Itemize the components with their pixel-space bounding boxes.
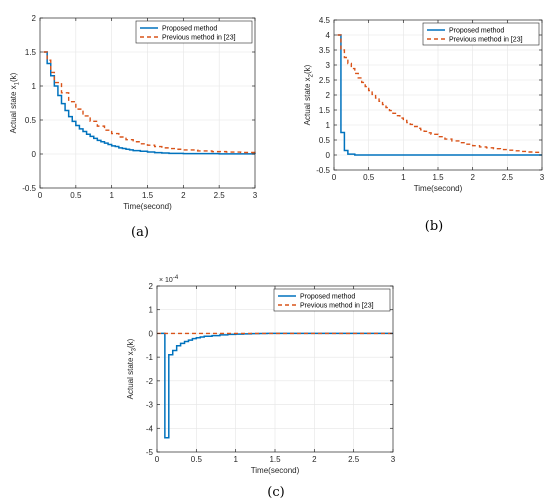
y-tick-label: -0.5 [316, 166, 330, 175]
panel-label: (a) [131, 225, 149, 240]
legend-box [273, 288, 391, 312]
y-tick-label: 2 [32, 14, 37, 23]
series-line-proposed [337, 34, 542, 156]
x-tick-label: 0.5 [191, 455, 203, 464]
series-line-proposed [43, 51, 256, 155]
x-tick-label: 3 [253, 191, 258, 200]
legend-box [135, 20, 253, 44]
legend: Proposed method Previous method in [23] [422, 22, 540, 46]
x-tick-label: 2 [312, 455, 317, 464]
legend-entry: Proposed method [449, 28, 504, 35]
x-tick-label: 3 [391, 455, 396, 464]
y-axis-label: Actual state x3(k) [126, 338, 138, 399]
y-tick-label: 0 [149, 329, 154, 338]
y-tick-label: 2 [149, 282, 154, 291]
x-tick-label: 1.5 [269, 455, 281, 464]
y-tick-label: 4 [326, 31, 331, 40]
y-axis-label-main: Actual state x [126, 351, 135, 399]
y-tick-label: 2 [326, 91, 331, 100]
legend-box [422, 22, 540, 46]
y-multiplier-exponent: -4 [173, 275, 179, 281]
legend: Proposed method Previous method in [23] [135, 20, 253, 44]
y-axis-label-main: Actual state x [9, 85, 18, 133]
y-tick-label: -4 [146, 424, 154, 433]
y-axis-label-subscript: 3 [132, 347, 138, 351]
y-axis-label-subscript: 1 [15, 81, 21, 85]
x-tick-label: 0 [332, 173, 337, 182]
x-tick-label: 0.5 [363, 173, 375, 182]
y-tick-label: 0 [32, 150, 37, 159]
y-axis-label: Actual state x1(k) [9, 72, 21, 133]
y-tick-label: 3 [326, 61, 331, 70]
y-tick-label: 0.5 [25, 116, 37, 125]
panel-label: (b) [425, 219, 443, 234]
y-tick-label: 3.5 [319, 46, 331, 55]
x-tick-label: 3 [540, 173, 545, 182]
y-axis-label: Actual state x2(k) [303, 64, 315, 125]
legend-entry: Proposed method [300, 294, 355, 301]
x-tick-label: 1.5 [142, 191, 154, 200]
x-tick-label: 2 [470, 173, 475, 182]
series-line-proposed [160, 332, 393, 439]
y-tick-label: 1 [149, 306, 154, 315]
y-axis-label-suffix: (k) [9, 72, 18, 82]
chart-panel-2: 0 0.5 1 1.5 2 2.5 3-0.500.511.522.533.544.5Tim… [303, 16, 545, 234]
y-axis-label-suffix: (k) [126, 338, 135, 348]
x-tick-label: 2.5 [348, 455, 360, 464]
y-axis-label-suffix: (k) [303, 64, 312, 74]
x-tick-label: 1 [233, 455, 238, 464]
x-tick-label: 1 [401, 173, 406, 182]
x-tick-label: 0.5 [70, 191, 82, 200]
y-tick-label: 1.5 [25, 48, 37, 57]
series-line-previous [337, 34, 543, 153]
y-multiplier-label: × 10-4 [159, 275, 179, 284]
y-tick-label: 1.5 [319, 106, 331, 115]
y-tick-label: 4.5 [319, 16, 331, 25]
chart-panel-3: 0 0.5 1 1.5 2 2.5 3 -5 -4 -3 -2 -1 0 1 2 × 10-4 Time(sec… [126, 275, 396, 500]
legend-entry: Proposed method [162, 26, 217, 33]
chart-panel-1: 0 0.5 1 1.5 2 2.5 3-0.500.511.52Time(second)Ac… [9, 14, 258, 240]
x-axis-label: Time(second) [251, 466, 300, 475]
y-tick-label: 1 [326, 121, 331, 130]
x-axis-label: Time(second) [414, 184, 463, 193]
y-axis-label-main: Actual state x [303, 77, 312, 125]
x-tick-label: 0 [38, 191, 43, 200]
x-tick-label: 2 [181, 191, 186, 200]
x-tick-label: 1 [109, 191, 114, 200]
y-tick-label: -5 [146, 448, 154, 457]
series-line-previous [43, 51, 256, 154]
x-tick-label: 0 [155, 455, 160, 464]
y-axis-label-subscript: 2 [309, 73, 315, 77]
legend-entry: Previous method in [23] [300, 303, 374, 310]
panel-label: (c) [267, 485, 284, 500]
y-tick-label: 2.5 [319, 76, 331, 85]
x-axis-label: Time(second) [123, 202, 172, 211]
y-tick-label: -0.5 [22, 184, 36, 193]
legend: Proposed method Previous method in [23] [273, 288, 391, 312]
x-tick-label: 1.5 [432, 173, 444, 182]
y-tick-label: 0 [326, 151, 331, 160]
legend-entry: Previous method in [23] [162, 35, 236, 42]
x-tick-label: 2.5 [502, 173, 514, 182]
y-tick-label: 1 [32, 82, 37, 91]
y-tick-label: 0.5 [319, 136, 331, 145]
legend-entry: Previous method in [23] [449, 37, 523, 44]
y-tick-label: -1 [146, 353, 154, 362]
x-tick-label: 2.5 [214, 191, 226, 200]
y-tick-label: -3 [146, 401, 154, 410]
y-tick-label: -2 [146, 377, 154, 386]
